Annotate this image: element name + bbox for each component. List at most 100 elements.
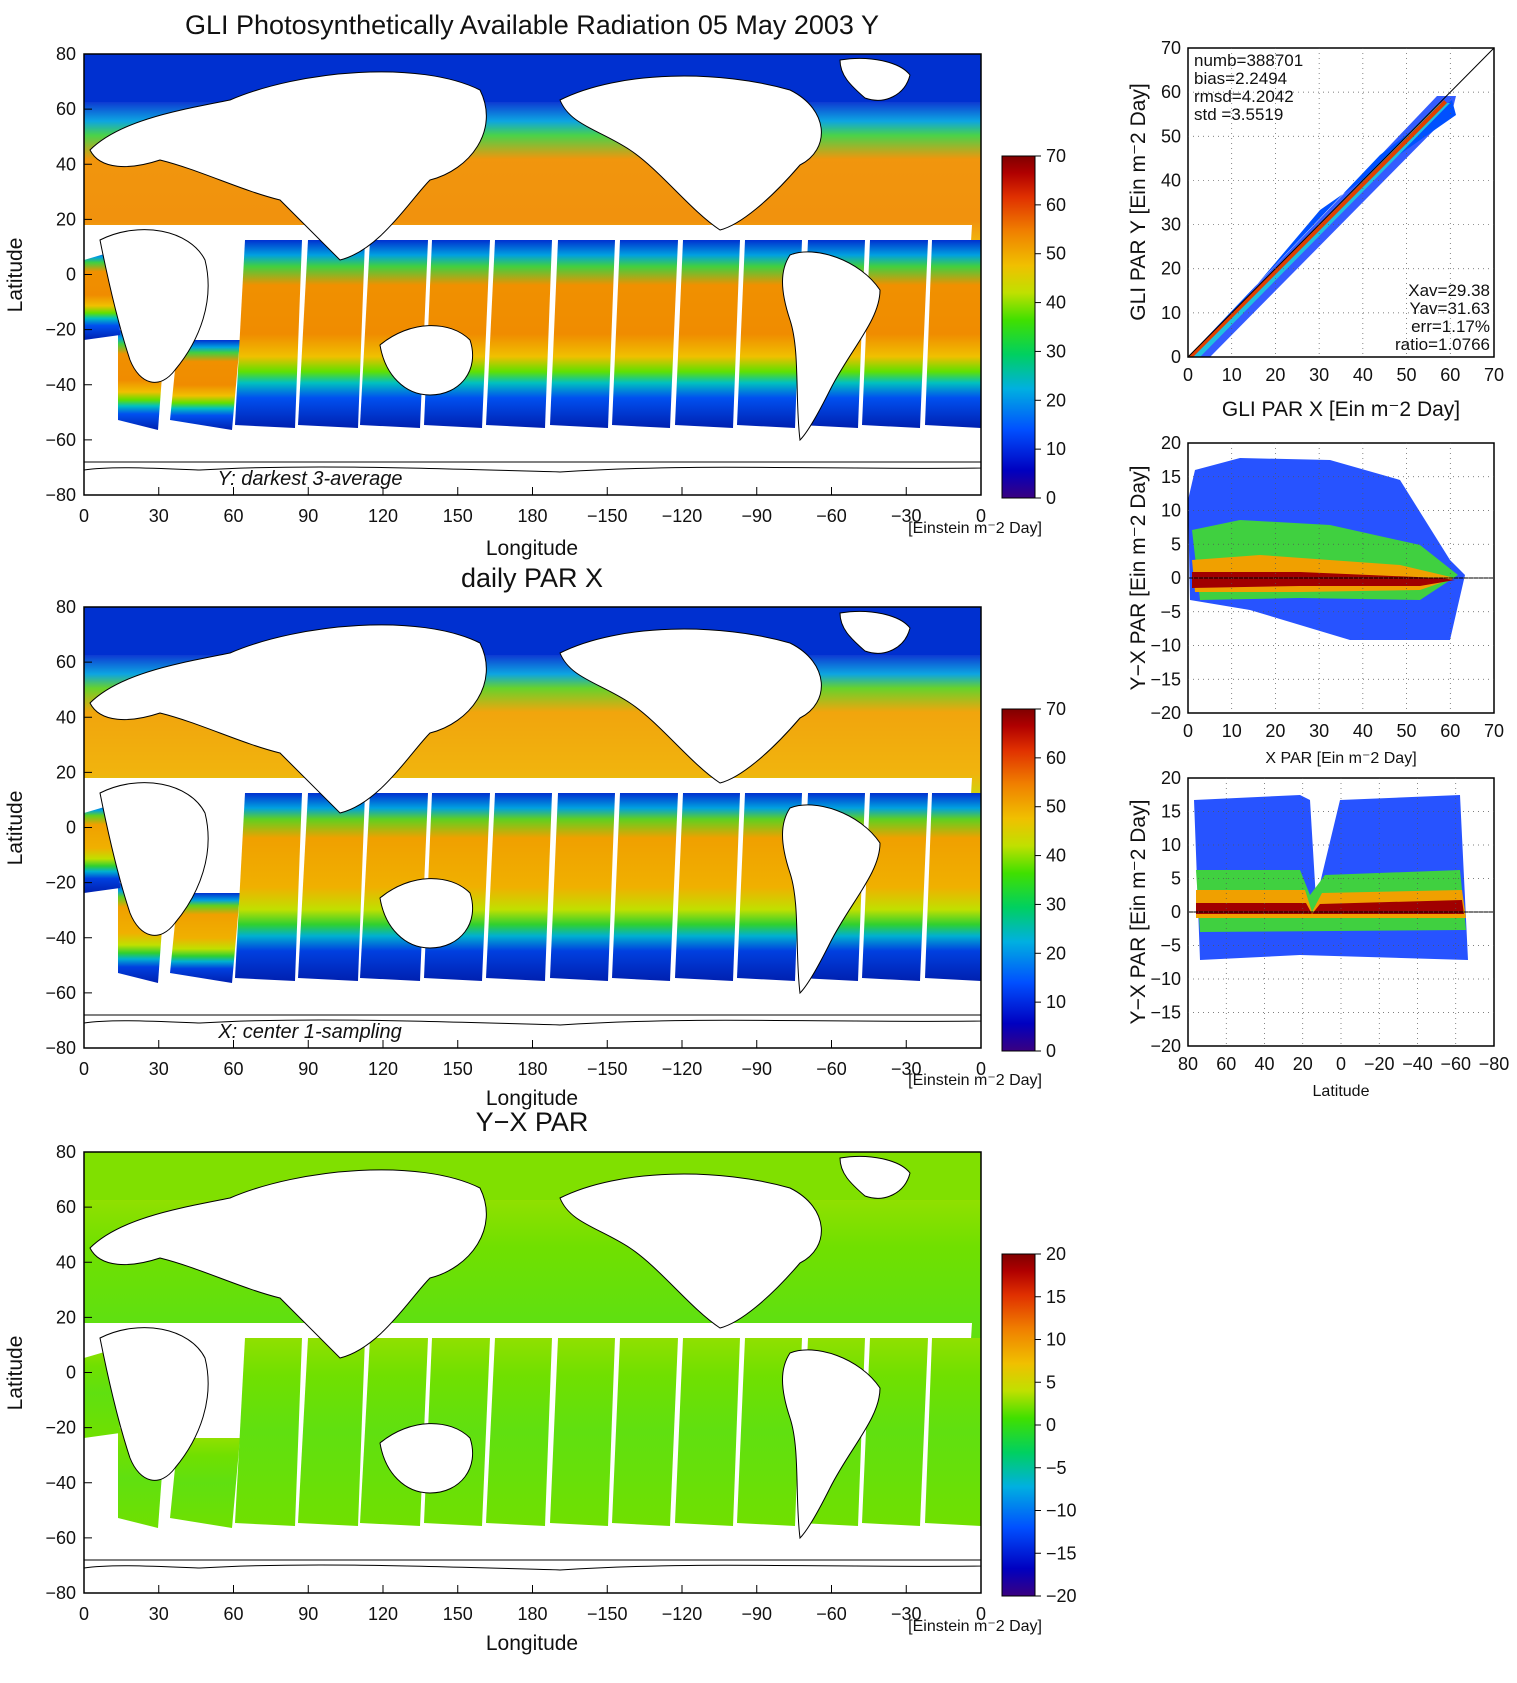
map-y-xlabel: Longitude [486, 537, 578, 560]
scatter-y-vs-x: 0 10 20 30 40 50 60 70 0 10 20 30 40 50 60 70 numb=388… [1127, 38, 1504, 421]
colorbar-tick-label: −5 [1046, 1458, 1067, 1478]
x-tick-label: 50 [1397, 365, 1417, 385]
swath [925, 793, 981, 981]
swath [862, 1338, 928, 1526]
y-tick-label: 20 [56, 762, 76, 782]
map-diff-colorbar-label: [Einstein m⁻2 Day] [908, 1618, 1042, 1635]
x-tick-label: 60 [1440, 365, 1460, 385]
north-america-land [559, 75, 822, 231]
y-tick-label: 15 [1161, 467, 1181, 487]
map-y-annotation: Y: darkest 3-average [218, 468, 403, 490]
swath [612, 1338, 678, 1526]
colorbar-tick-label: 10 [1046, 992, 1066, 1012]
x-tick-label: −80 [1479, 1054, 1510, 1074]
map-x-colorbar-label: [Einstein m⁻2 Day] [908, 1072, 1042, 1089]
scatter1-xlabel: GLI PAR X [Ein m⁻2 Day] [1222, 398, 1460, 421]
y-tick-label: 30 [1161, 215, 1181, 235]
colorbar-tick-label: 0 [1046, 1041, 1056, 1061]
africa-land [99, 782, 209, 936]
colorbar-tick-label: 15 [1046, 1287, 1066, 1307]
eurasia-land [89, 624, 487, 814]
y-tick-label: 10 [1161, 303, 1181, 323]
x-tick-label: 40 [1353, 721, 1373, 741]
y-tick-label: 80 [56, 597, 76, 617]
x-tick-label: 50 [1397, 721, 1417, 741]
australia-land [379, 1423, 474, 1494]
x-tick-label: 60 [1440, 721, 1460, 741]
scatter-diff-vs-lat: 80 60 40 20 0 −20 −40 −60 −80 20 15 10 5 0 −5 −10 −15 −2… [1127, 768, 1509, 1100]
scatter1-yticks: 0 10 20 30 40 50 60 70 [1161, 38, 1181, 367]
y-tick-label: −15 [1150, 1003, 1181, 1023]
x-tick-label: 120 [368, 1604, 398, 1624]
x-tick-label: −40 [1402, 1054, 1433, 1074]
colorbar-tick-label: 30 [1046, 341, 1066, 361]
map-y-land [83, 57, 982, 473]
y-tick-label: 80 [56, 44, 76, 64]
stat-left: numb=388701 [1194, 51, 1303, 70]
x-tick-label: 20 [1265, 721, 1285, 741]
y-tick-label: 40 [1161, 170, 1181, 190]
scatter2-yticks: 20 15 10 5 0 −5 −10 −15 −20 [1150, 433, 1181, 723]
x-tick-label: 70 [1484, 365, 1504, 385]
colorbar-tick-label: −10 [1046, 1501, 1077, 1521]
antarctica-land [83, 461, 982, 473]
x-tick-label: −30 [891, 506, 922, 526]
map-x-annotation: X: center 1-sampling [217, 1021, 401, 1043]
y-tick-label: 20 [1161, 433, 1181, 453]
y-tick-label: −60 [45, 430, 76, 450]
antarctica-land [83, 1014, 982, 1026]
x-tick-label: 90 [298, 1604, 318, 1624]
swath [298, 793, 365, 981]
x-tick-label: 0 [976, 506, 986, 526]
swath [675, 793, 740, 981]
swath [235, 1338, 302, 1526]
x-tick-label: 30 [149, 1604, 169, 1624]
colorbar-tick-label: 5 [1046, 1372, 1056, 1392]
swath [862, 793, 928, 981]
x-tick-label: 20 [1293, 1054, 1313, 1074]
scatter3-grid [1188, 778, 1494, 1046]
y-tick-label: −20 [1150, 1036, 1181, 1056]
eurasia-land [89, 1169, 487, 1359]
stat-right: ratio=1.0766 [1395, 335, 1490, 354]
x-tick-label: 90 [298, 1059, 318, 1079]
x-tick-label: 0 [1336, 1054, 1346, 1074]
y-tick-label: −5 [1160, 602, 1181, 622]
swath [675, 1338, 740, 1526]
x-tick-label: 70 [1484, 721, 1504, 741]
south-america-land [782, 804, 881, 995]
x-tick-label: 150 [443, 506, 473, 526]
y-tick-label: 40 [56, 707, 76, 727]
map-panel-x: daily PAR X [4, 563, 1066, 1110]
x-tick-label: 180 [517, 506, 547, 526]
map-diff-ylabel: Latitude [4, 1336, 27, 1411]
africa-land [99, 229, 209, 383]
x-tick-label: 0 [1183, 721, 1193, 741]
x-tick-label: 30 [1309, 365, 1329, 385]
colorbar-tick-label: 10 [1046, 439, 1066, 459]
colorbar-tick-label: 70 [1046, 146, 1066, 166]
eurasia-land [89, 71, 487, 261]
y-tick-label: 5 [1171, 869, 1181, 889]
x-tick-label: −60 [816, 1604, 847, 1624]
x-tick-label: 40 [1353, 365, 1373, 385]
x-tick-label: −120 [662, 506, 703, 526]
map-x-land [83, 610, 982, 1026]
y-tick-label: 15 [1161, 802, 1181, 822]
y-tick-label: 50 [1161, 126, 1181, 146]
scatter3-xticks: 80 60 40 20 0 −20 −40 −60 −80 [1178, 1054, 1509, 1074]
y-tick-label: −60 [45, 983, 76, 1003]
x-tick-label: 30 [149, 506, 169, 526]
greenland-land [839, 610, 911, 654]
x-tick-label: −60 [816, 1059, 847, 1079]
y-tick-label: 0 [66, 818, 76, 838]
x-tick-label: 120 [368, 1059, 398, 1079]
map-diff-title: Y−X PAR [476, 1107, 589, 1137]
x-tick-label: 60 [1216, 1054, 1236, 1074]
scatter1-ylabel: GLI PAR Y [Ein m⁻2 Day] [1127, 83, 1150, 321]
x-tick-label: −60 [1440, 1054, 1471, 1074]
africa-land [99, 1327, 209, 1481]
